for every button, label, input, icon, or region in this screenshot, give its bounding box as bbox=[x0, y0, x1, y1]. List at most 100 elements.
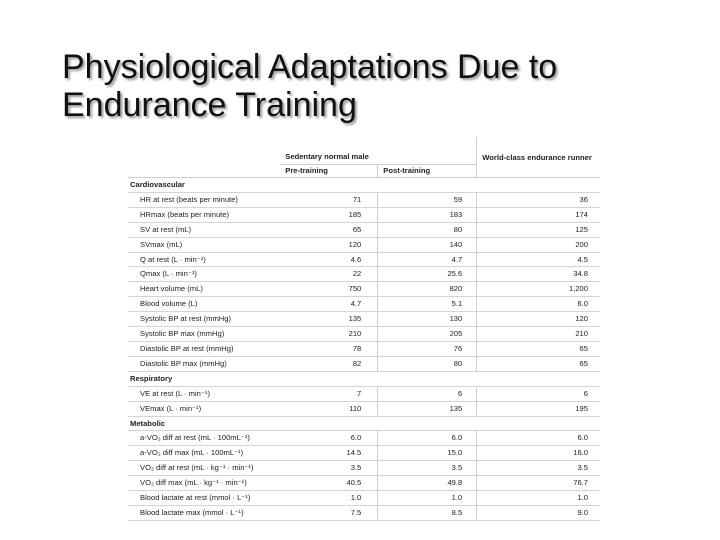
post-training-value: 76 bbox=[377, 341, 477, 357]
elite-value: 195 bbox=[476, 401, 600, 417]
pre-training-value: 65 bbox=[280, 222, 378, 238]
post-training-value: 80 bbox=[377, 356, 477, 372]
table-row: VE at rest (L · min⁻¹) 7 6 6 bbox=[128, 386, 600, 402]
table-row: Systolic BP max (mmHg) 210 205 210 bbox=[128, 326, 600, 342]
row-label: Qmax (L · min⁻¹) bbox=[128, 266, 281, 283]
post-training-value: 820 bbox=[377, 281, 477, 298]
table-row: a-VO₂ diff at rest (mL · 100mL⁻¹) 6.0 6.0 6… bbox=[128, 430, 600, 447]
elite-value: 120 bbox=[476, 311, 600, 328]
post-training-value: 8.5 bbox=[377, 505, 477, 521]
table-row: Blood volume (L) 4.7 5.1 6.0 bbox=[128, 296, 600, 313]
header-sedentary: Sedentary normal male bbox=[280, 137, 477, 165]
pre-training-value: 7 bbox=[280, 386, 378, 402]
pre-training-value: 185 bbox=[280, 207, 378, 223]
post-training-value: 4.7 bbox=[377, 252, 477, 268]
post-training-value: 183 bbox=[377, 207, 477, 223]
header-post: Post-training bbox=[377, 164, 477, 178]
elite-value: 6.0 bbox=[476, 430, 600, 447]
header-blank bbox=[128, 137, 280, 165]
section-heading: Respiratory bbox=[128, 371, 600, 387]
elite-value: 16.0 bbox=[476, 445, 600, 462]
table-row: VEmax (L · min⁻¹) 110 135 195 bbox=[128, 401, 600, 417]
section-heading: Metabolic bbox=[128, 416, 600, 432]
elite-value: 3.5 bbox=[476, 460, 600, 477]
row-label: Diastolic BP max (mmHg) bbox=[128, 356, 281, 372]
row-label: VEmax (L · min⁻¹) bbox=[128, 401, 281, 417]
post-training-value: 3.5 bbox=[377, 460, 477, 477]
pre-training-value: 22 bbox=[280, 266, 378, 283]
row-label: SVmax (mL) bbox=[128, 237, 281, 253]
pre-training-value: 78 bbox=[280, 341, 378, 357]
row-label: Blood volume (L) bbox=[128, 296, 281, 313]
elite-value: 6 bbox=[476, 386, 600, 402]
post-training-value: 6 bbox=[377, 386, 477, 402]
section-row-respiratory: Respiratory bbox=[128, 371, 600, 387]
row-label: Blood lactate at rest (mmol · L⁻¹) bbox=[128, 490, 281, 506]
post-training-value: 15.0 bbox=[377, 445, 477, 462]
slide-title: Physiological Adaptations Due to Enduran… bbox=[62, 48, 702, 124]
pre-training-value: 120 bbox=[280, 237, 378, 253]
elite-value: 4.5 bbox=[476, 252, 600, 268]
section-row-cardiovascular: Cardiovascular bbox=[128, 177, 600, 193]
table-row: VO₂ diff max (mL · kg⁻¹ · min⁻¹) 40.5 49.8… bbox=[128, 475, 600, 492]
row-label: a-VO₂ diff at rest (mL · 100mL⁻¹) bbox=[128, 430, 281, 447]
table-row: Blood lactate max (mmol · L⁻¹) 7.5 8.5 9.0 bbox=[128, 505, 600, 521]
row-label: Diastolic BP at rest (mmHg) bbox=[128, 341, 281, 357]
row-label: VE at rest (L · min⁻¹) bbox=[128, 386, 281, 402]
adaptations-table: Sedentary normal male World-class endura… bbox=[128, 137, 600, 521]
elite-value: 200 bbox=[476, 237, 600, 253]
pre-training-value: 3.5 bbox=[280, 460, 378, 477]
pre-training-value: 1.0 bbox=[280, 490, 378, 506]
post-training-value: 1.0 bbox=[377, 490, 477, 506]
elite-value: 1.0 bbox=[476, 490, 600, 506]
pre-training-value: 82 bbox=[280, 356, 378, 372]
elite-value: 6.0 bbox=[476, 296, 600, 313]
row-label: VO₂ diff at rest (mL · kg⁻¹ · min⁻¹) bbox=[128, 460, 281, 477]
elite-value: 174 bbox=[476, 207, 600, 223]
elite-value: 125 bbox=[476, 222, 600, 238]
row-label: Blood lactate max (mmol · L⁻¹) bbox=[128, 505, 281, 521]
row-label: a-VO₂ diff max (mL · 100mL⁻¹) bbox=[128, 445, 281, 462]
table-row: HR at rest (beats per minute) 71 59 36 bbox=[128, 192, 600, 208]
pre-training-value: 14.5 bbox=[280, 445, 378, 462]
pre-training-value: 4.7 bbox=[280, 296, 378, 313]
pre-training-value: 4.6 bbox=[280, 252, 378, 268]
table-row: Qmax (L · min⁻¹) 22 25.6 34.8 bbox=[128, 266, 600, 283]
row-label: HRmax (beats per minute) bbox=[128, 207, 281, 223]
table-row: Heart volume (mL) 750 820 1,200 bbox=[128, 281, 600, 298]
row-label: HR at rest (beats per minute) bbox=[128, 192, 281, 208]
elite-value: 65 bbox=[476, 341, 600, 357]
post-training-value: 6.0 bbox=[377, 430, 477, 447]
pre-training-value: 750 bbox=[280, 281, 378, 298]
post-training-value: 80 bbox=[377, 222, 477, 238]
slide-title-line-1: Physiological Adaptations Due to bbox=[62, 48, 558, 86]
elite-value: 34.8 bbox=[476, 266, 600, 283]
table-body: Cardiovascular HR at rest (beats per minu… bbox=[128, 177, 600, 521]
pre-training-value: 135 bbox=[280, 311, 378, 328]
elite-value: 1,200 bbox=[476, 281, 600, 298]
elite-value: 76.7 bbox=[476, 475, 600, 492]
table-row: Q at rest (L · min⁻¹) 4.6 4.7 4.5 bbox=[128, 252, 600, 268]
elite-value: 210 bbox=[476, 326, 600, 342]
row-label: SV at rest (mL) bbox=[128, 222, 281, 238]
table-row: a-VO₂ diff max (mL · 100mL⁻¹) 14.5 15.0 16.… bbox=[128, 445, 600, 462]
row-label: Heart volume (mL) bbox=[128, 281, 281, 298]
pre-training-value: 7.5 bbox=[280, 505, 378, 521]
section-row-metabolic: Metabolic bbox=[128, 416, 600, 432]
slide-title-line-2: Endurance Training bbox=[62, 86, 357, 124]
pre-training-value: 210 bbox=[280, 326, 378, 342]
row-label: VO₂ diff max (mL · kg⁻¹ · min⁻¹) bbox=[128, 475, 281, 492]
table-row: Diastolic BP max (mmHg) 82 80 65 bbox=[128, 356, 600, 372]
header-elite: World-class endurance runner bbox=[476, 137, 600, 165]
pre-training-value: 40.5 bbox=[280, 475, 378, 492]
post-training-value: 5.1 bbox=[377, 296, 477, 313]
post-training-value: 59 bbox=[377, 192, 477, 208]
post-training-value: 205 bbox=[377, 326, 477, 342]
header-blank-sub bbox=[128, 164, 281, 178]
table-row: Systolic BP at rest (mmHg) 135 130 120 bbox=[128, 311, 600, 328]
pre-training-value: 6.0 bbox=[280, 430, 378, 447]
elite-value: 36 bbox=[476, 192, 600, 208]
table-row: SVmax (mL) 120 140 200 bbox=[128, 237, 600, 253]
post-training-value: 140 bbox=[377, 237, 477, 253]
header-elite-sub bbox=[476, 164, 600, 178]
